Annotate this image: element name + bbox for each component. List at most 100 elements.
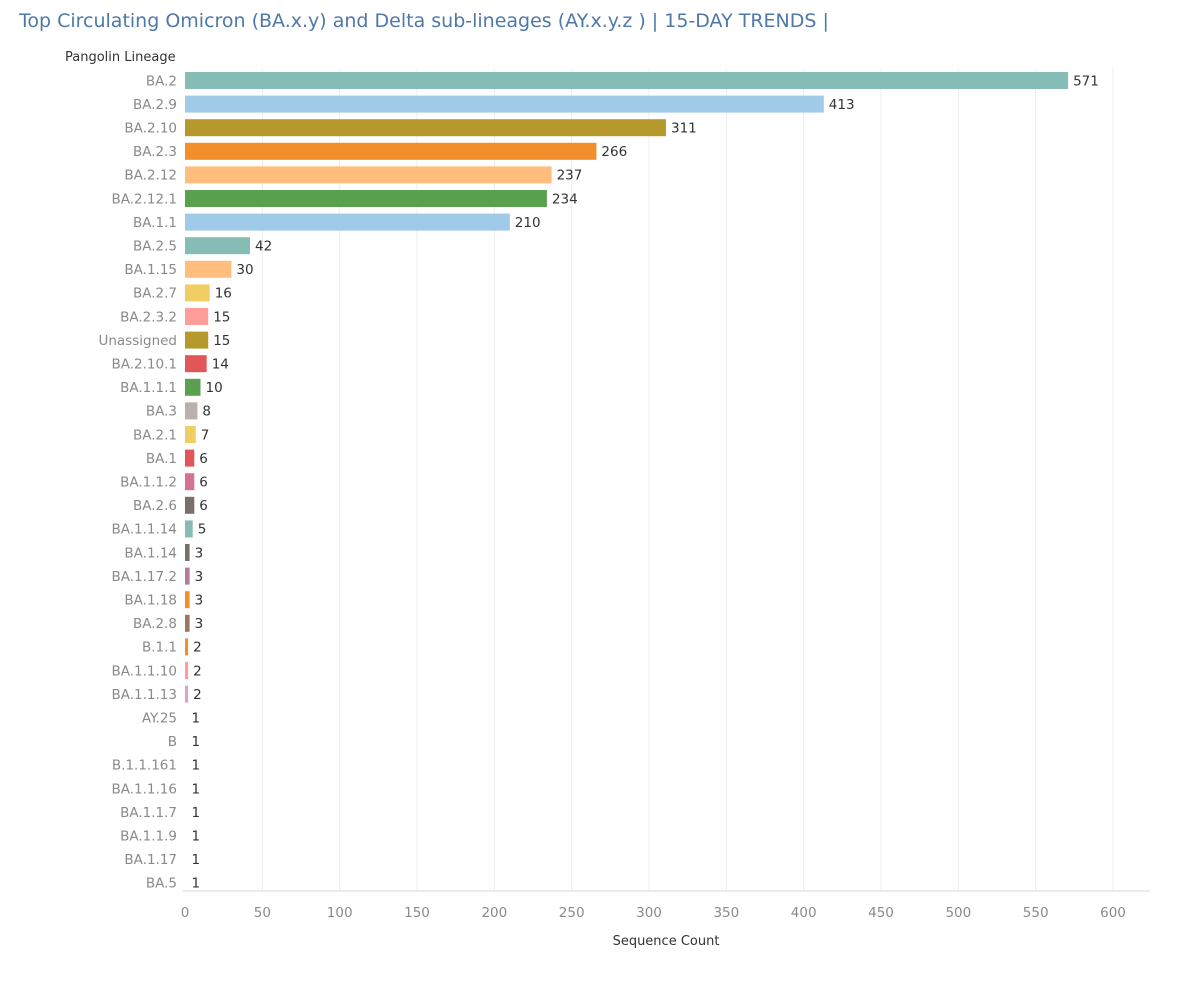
category-label: BA.2.5 [133,239,177,255]
category-label: BA.1 [146,451,177,467]
value-label: 8 [202,404,211,420]
value-label: 3 [195,569,204,585]
chart-title: Top Circulating Omicron (BA.x.y) and Del… [19,10,829,32]
value-label: 266 [601,144,627,160]
category-label: BA.2.3.2 [120,309,177,325]
x-tick-label: 550 [1023,905,1049,921]
value-label: 3 [195,593,204,609]
value-label: 1 [192,711,201,727]
bar[interactable] [185,638,189,656]
category-label: BA.1.17.2 [112,569,178,585]
category-label: BA.1.15 [124,262,177,278]
category-label: BA.1.1.9 [120,829,177,845]
value-label: 42 [255,239,272,255]
value-label: 3 [195,545,204,561]
bar[interactable] [185,756,187,774]
x-tick-label: 400 [791,905,817,921]
value-label: 6 [199,475,208,491]
x-tick-label: 350 [713,905,739,921]
category-label: BA.1.1.14 [112,522,178,538]
x-tick-label: 100 [327,905,353,921]
value-label: 6 [199,451,208,467]
value-label: 1 [192,758,201,774]
value-label: 413 [829,97,855,113]
bar[interactable] [185,308,209,325]
bar[interactable] [185,803,187,821]
category-label: BA.2.10.1 [112,357,178,373]
value-label: 16 [215,286,232,302]
x-tick-label: 600 [1100,905,1126,921]
bar[interactable] [185,166,552,184]
bar[interactable] [185,874,187,892]
bar[interactable] [185,544,190,561]
bar[interactable] [185,426,196,443]
x-axis-title: Sequence Count [613,934,720,949]
value-label: 234 [552,191,578,207]
value-label: 6 [199,498,208,514]
category-label: BA.2.12.1 [112,191,178,207]
value-label: 15 [213,333,230,349]
value-label: 30 [236,262,253,278]
x-tick-label: 0 [181,905,190,921]
category-label: BA.2 [146,73,177,89]
category-label: B [168,734,177,750]
value-label: 1 [192,852,201,868]
category-label: BA.1.18 [124,593,177,609]
bar[interactable] [185,355,207,373]
value-label: 15 [213,309,230,325]
bar[interactable] [185,732,187,750]
bar[interactable] [185,72,1069,89]
bar[interactable] [185,142,597,160]
bar[interactable] [185,449,195,467]
value-label: 2 [193,687,202,703]
category-label: B.1.1 [142,640,177,656]
value-label: 1 [192,829,201,845]
bar[interactable] [185,473,195,491]
bar[interactable] [185,591,190,609]
y-axis-title: Pangolin Lineage [65,50,176,65]
category-label: BA.2.7 [133,286,177,302]
bar[interactable] [185,780,187,797]
bar[interactable] [185,520,193,538]
category-label: BA.1.1.1 [120,380,177,396]
bar[interactable] [185,850,187,868]
bar[interactable] [185,260,232,278]
bar[interactable] [185,567,190,585]
category-label: AY.25 [142,711,177,727]
value-label: 1 [192,781,201,797]
category-label: BA.2.3 [133,144,177,160]
category-label: BA.5 [146,876,177,892]
category-label: BA.1.1.2 [120,475,177,491]
bar[interactable] [185,496,195,514]
bar[interactable] [185,237,250,255]
bar[interactable] [185,662,189,679]
x-tick-label: 200 [481,905,507,921]
category-label: BA.1.1.13 [112,687,178,703]
category-label: BA.3 [146,404,177,420]
bar[interactable] [185,119,666,137]
bar[interactable] [185,827,187,845]
bar[interactable] [185,190,547,207]
bar[interactable] [185,95,824,113]
value-label: 237 [557,168,583,184]
bar[interactable] [185,402,198,420]
value-label: 14 [212,357,229,373]
value-label: 10 [206,380,223,396]
value-label: 5 [198,522,207,538]
bar[interactable] [185,284,210,302]
value-label: 2 [193,663,202,679]
category-label: B.1.1.161 [112,758,177,774]
value-label: 7 [201,427,210,443]
bar[interactable] [185,709,187,727]
bar[interactable] [185,331,209,349]
category-label: BA.2.10 [124,121,177,137]
category-label: BA.1.17 [124,852,177,868]
value-label: 3 [195,616,204,632]
bar[interactable] [185,685,189,703]
bar[interactable] [185,378,201,396]
category-label: BA.2.9 [133,97,177,113]
category-label: BA.2.6 [133,498,177,514]
category-label: BA.1.1.10 [112,663,178,679]
bar[interactable] [185,614,190,632]
bar[interactable] [185,213,510,231]
